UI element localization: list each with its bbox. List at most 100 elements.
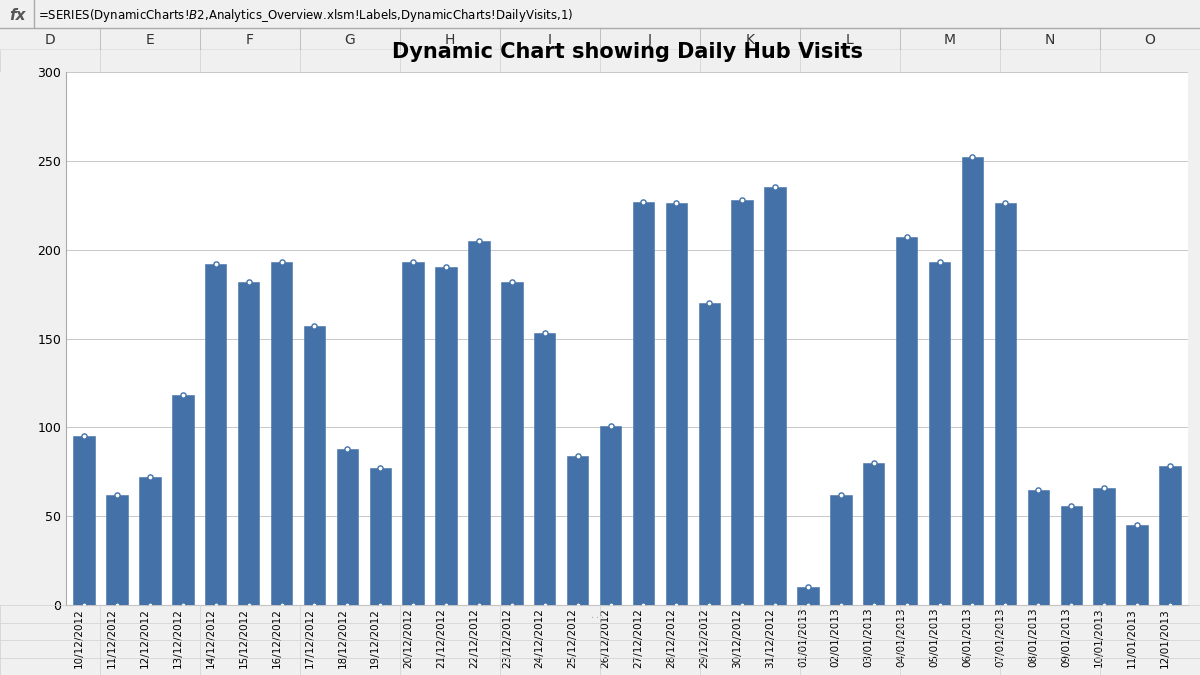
Point	[140, 472, 160, 483]
Point	[206, 599, 226, 610]
Bar	[304, 326, 325, 605]
Bar	[139, 477, 161, 605]
Point	[1094, 599, 1114, 610]
Point	[74, 431, 94, 441]
Point	[634, 196, 653, 207]
Point	[108, 489, 127, 500]
Point	[535, 328, 554, 339]
Point	[337, 599, 356, 610]
Point	[403, 256, 422, 267]
Point	[1028, 599, 1048, 610]
Text: I: I	[548, 33, 552, 47]
Bar	[1027, 489, 1049, 605]
Bar	[600, 425, 622, 605]
Point	[173, 599, 192, 610]
Bar	[1093, 488, 1115, 605]
Point	[898, 232, 917, 242]
Point	[667, 599, 686, 610]
Text: K: K	[745, 33, 755, 47]
Point	[305, 321, 324, 331]
Point	[469, 236, 488, 246]
Point	[108, 599, 127, 610]
Point	[766, 182, 785, 193]
Bar	[995, 203, 1016, 605]
Point	[864, 599, 883, 610]
Point	[601, 420, 620, 431]
Point	[700, 298, 719, 308]
Text: E: E	[145, 33, 155, 47]
Bar	[205, 264, 227, 605]
Bar	[1061, 506, 1082, 605]
Point	[1028, 484, 1048, 495]
Bar	[468, 241, 490, 605]
Bar	[566, 456, 588, 605]
Point	[371, 599, 390, 610]
Bar	[698, 303, 720, 605]
Point	[173, 390, 192, 401]
Point	[700, 599, 719, 610]
Bar	[732, 200, 752, 605]
Text: ....: ....	[590, 611, 610, 620]
Bar	[402, 262, 424, 605]
Point	[568, 599, 587, 610]
Point	[469, 599, 488, 610]
Point	[962, 152, 982, 163]
Point	[272, 256, 292, 267]
Point	[568, 450, 587, 461]
Bar	[502, 281, 522, 605]
Point	[766, 599, 785, 610]
Bar	[961, 157, 983, 605]
Bar	[764, 188, 786, 605]
Bar	[1127, 525, 1147, 605]
Text: H: H	[445, 33, 455, 47]
Point	[1160, 461, 1180, 472]
Point	[437, 262, 456, 273]
Bar	[271, 262, 293, 605]
Bar	[632, 202, 654, 605]
Point	[962, 599, 982, 610]
Point	[667, 198, 686, 209]
Point	[930, 256, 949, 267]
Bar	[534, 333, 556, 605]
Point	[798, 582, 817, 593]
Point	[1160, 599, 1180, 610]
Point	[864, 458, 883, 468]
Text: M: M	[944, 33, 956, 47]
Bar	[172, 396, 193, 605]
Point	[798, 599, 817, 610]
Point	[634, 599, 653, 610]
Bar	[238, 281, 259, 605]
Point	[503, 599, 522, 610]
Point	[732, 599, 751, 610]
Point	[403, 599, 422, 610]
Point	[832, 489, 851, 500]
Point	[371, 463, 390, 474]
Text: N: N	[1045, 33, 1055, 47]
Point	[898, 599, 917, 610]
Point	[535, 599, 554, 610]
Bar	[107, 495, 127, 605]
Bar	[929, 262, 950, 605]
Point	[272, 599, 292, 610]
Point	[74, 599, 94, 610]
Text: L: L	[846, 33, 854, 47]
Bar	[436, 267, 457, 605]
Point	[239, 599, 258, 610]
Point	[305, 599, 324, 610]
Point	[996, 198, 1015, 209]
Text: J: J	[648, 33, 652, 47]
Bar	[370, 468, 391, 605]
Point	[1062, 500, 1081, 511]
Point	[140, 599, 160, 610]
Point	[437, 599, 456, 610]
Bar	[797, 587, 818, 605]
Bar	[896, 237, 917, 605]
Point	[1094, 483, 1114, 493]
Bar	[830, 495, 852, 605]
Bar	[1159, 466, 1181, 605]
Point	[832, 599, 851, 610]
Title: Dynamic Chart showing Daily Hub Visits: Dynamic Chart showing Daily Hub Visits	[391, 42, 863, 62]
Bar	[73, 436, 95, 605]
Point	[503, 276, 522, 287]
Bar	[666, 203, 688, 605]
